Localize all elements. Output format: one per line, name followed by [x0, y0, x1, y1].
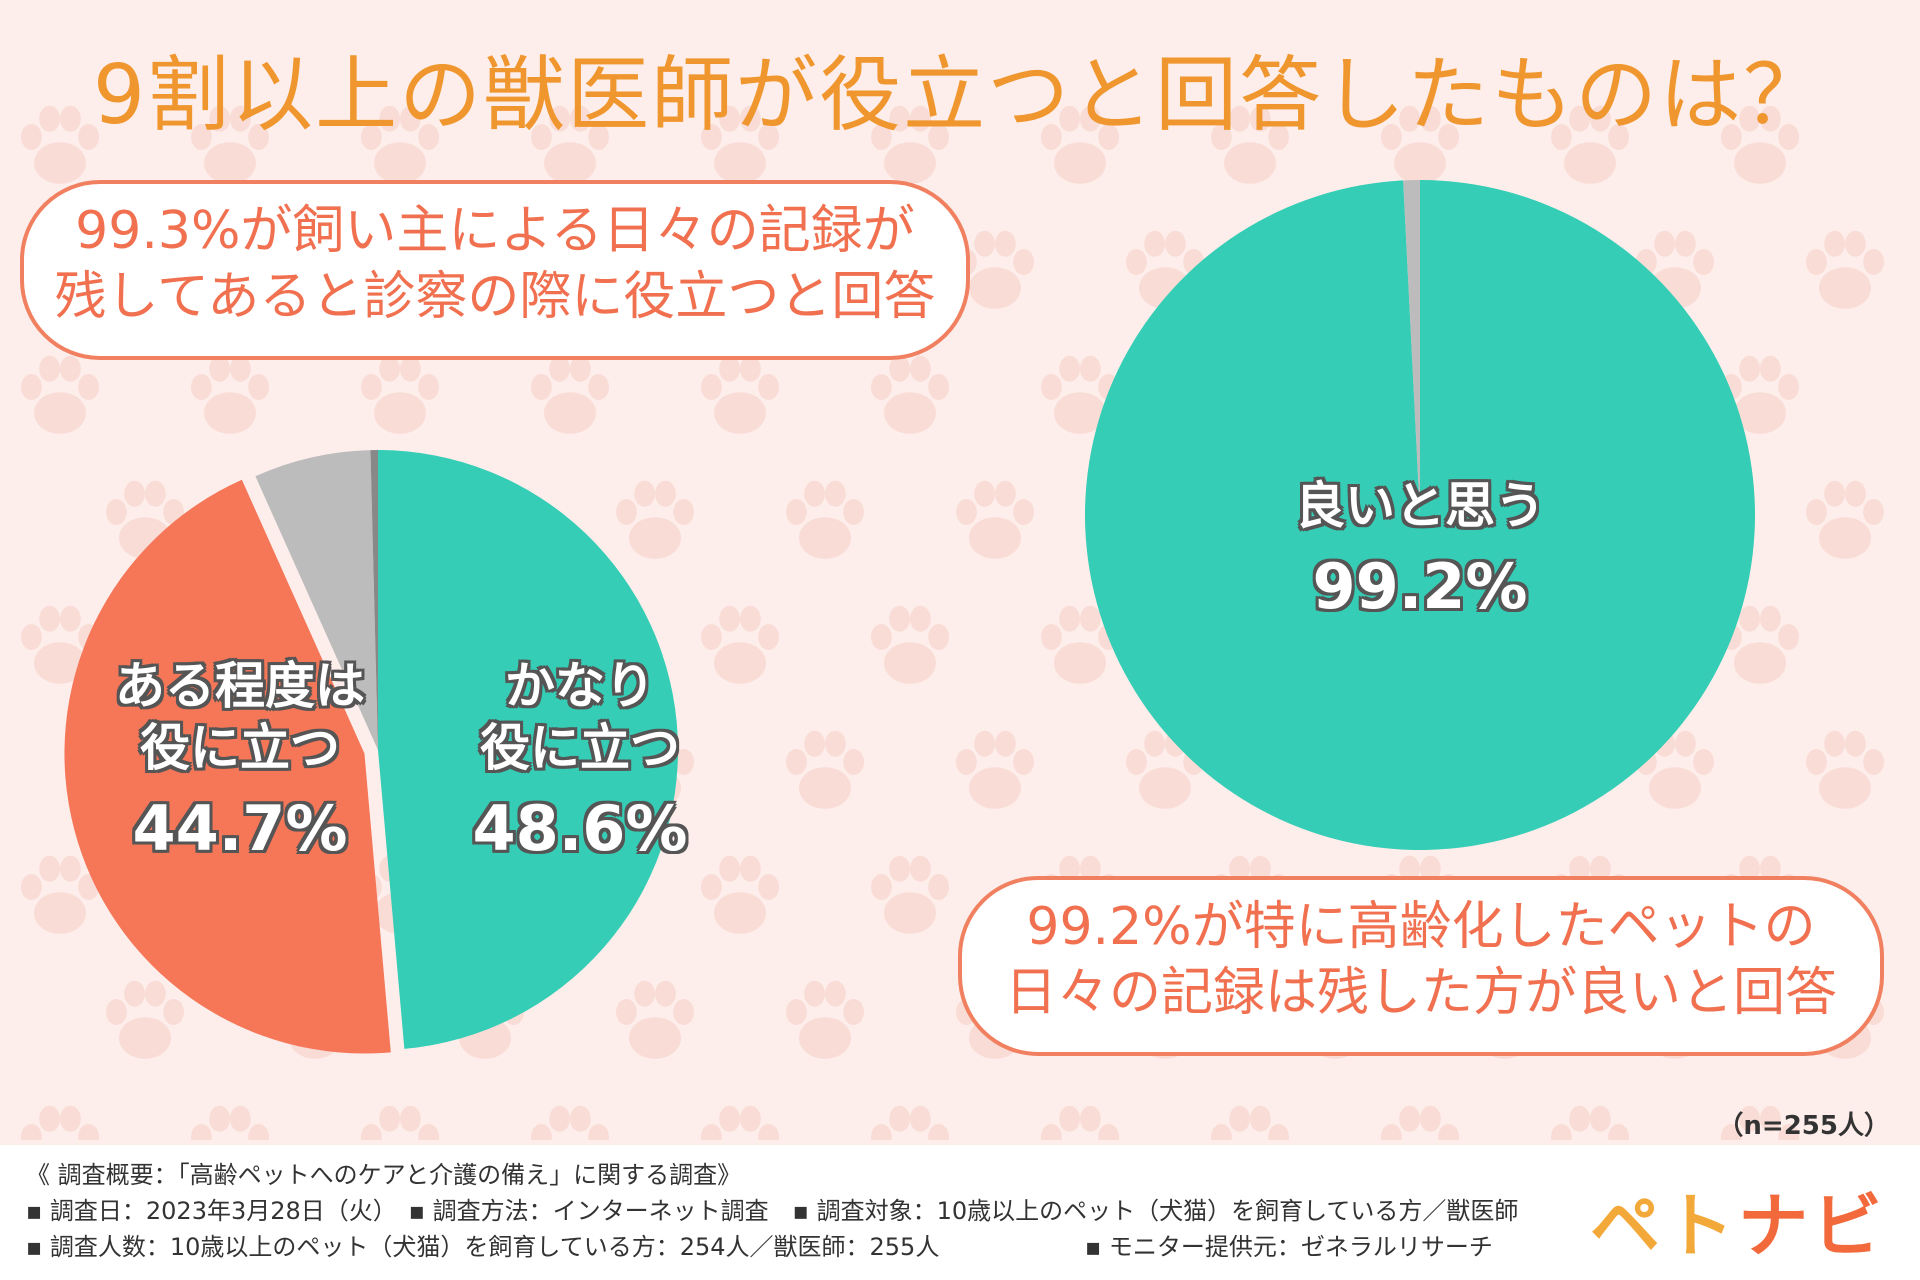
paw-print-icon: [1551, 105, 1629, 184]
paw-print-icon: [361, 355, 439, 434]
paw-print-icon: [786, 980, 864, 1059]
slice-label-kanari: かなり 役に立つ 48.6%: [440, 655, 720, 869]
slice-name-aru-2: 役に立つ: [140, 719, 340, 777]
footer-survey-details: ▪ 調査日：2023年3月28日（火） ▪ 調査方法：インターネット調査 ▪ 調…: [26, 1197, 1519, 1225]
paw-print-icon: [871, 355, 949, 434]
paw-print-icon: [531, 105, 609, 184]
callout-left-line1: 99.3%が飼い主による日々の記録が: [75, 201, 915, 261]
paw-print-icon: [1721, 105, 1799, 184]
paw-print-icon: [1211, 105, 1289, 184]
paw-print-icon: [1211, 1105, 1289, 1140]
pie-usefulness-slice-0: [378, 450, 679, 1049]
pie-usefulness-slice-1: [64, 479, 391, 1054]
callout-right-line2: 日々の記録は残した方が良いと回答: [1004, 963, 1837, 1023]
paw-print-icon: [1041, 605, 1119, 684]
paw-print-icon: [871, 855, 949, 934]
paw-print-icon: [106, 980, 185, 1059]
paw-print-icon: [956, 480, 1034, 559]
paw-print-icon: [1381, 1105, 1459, 1140]
paw-print-icon: [1041, 1105, 1119, 1140]
pie-record-slice-1: [1403, 180, 1420, 515]
paw-print-icon: [106, 480, 185, 559]
paw-print-icon: [701, 1105, 779, 1140]
callout-bubble-left: 99.3%が飼い主による日々の記録が 残してあると診察の際に役立つと回答: [20, 180, 970, 360]
brand-logo: ペトナビ: [1590, 1170, 1886, 1271]
paw-print-icon: [21, 1105, 99, 1140]
paw-print-icon: [786, 730, 864, 809]
paw-print-icon: [1806, 480, 1884, 559]
paw-print-icon: [871, 605, 949, 684]
callout-bubble-right: 99.2%が特に高齢化したペットの 日々の記録は残した方が良いと回答: [958, 876, 1884, 1056]
paw-print-icon: [531, 355, 609, 434]
callout-left-line2: 残してあると診察の際に役立つと回答: [54, 267, 936, 327]
slice-name-aru-1: ある程度は: [115, 657, 365, 715]
paw-print-icon: [191, 355, 269, 434]
paw-print-icon: [616, 480, 694, 559]
slice-label-aru-teido: ある程度は 役に立つ 44.7%: [80, 655, 400, 869]
callout-right-line1: 99.2%が特に高齢化したペットの: [1026, 897, 1816, 957]
slice-value-yoi: 99.2%: [1312, 550, 1528, 623]
sample-size: （n=255人）: [1717, 1111, 1890, 1141]
slice-name-kanari-1: かなり: [505, 657, 655, 715]
survey-footer: 《 調査概要：「高齢ペットへのケアと介護の備え」に関する調査》 ▪ 調査日：20…: [0, 1145, 1920, 1280]
paw-print-icon: [701, 105, 779, 184]
paw-print-icon: [1721, 1105, 1799, 1140]
footer-monitor-provider: ▪ モニター提供元：ゼネラルリサーチ: [1085, 1233, 1493, 1261]
paw-print-icon: [1806, 230, 1884, 309]
paw-print-icon: [1806, 730, 1884, 809]
pie-charts: [64, 180, 1755, 1054]
paw-print-icon: [1041, 105, 1119, 184]
paw-print-icon: [191, 105, 269, 184]
paw-print-icon: [1381, 105, 1459, 184]
pie-chart-record-keeping: [1085, 180, 1755, 851]
paw-print-icon: [701, 855, 779, 934]
paw-print-icon: [871, 105, 949, 184]
paw-print-icon: [956, 730, 1034, 809]
slice-name-kanari-2: 役に立つ: [480, 719, 680, 777]
paw-print-icon: [21, 855, 99, 934]
paw-print-icon: [1721, 355, 1799, 434]
paw-print-icon: [701, 605, 779, 684]
paw-print-icon: [1551, 1105, 1629, 1140]
paw-print-icon: [361, 1105, 439, 1140]
page-title: 9割以上の獣医師が役立つと回答したものは？: [92, 48, 1828, 143]
footer-survey-count: ▪ 調査人数：10歳以上のペット（犬猫）を飼育している方：254人／獣医師：25…: [26, 1233, 940, 1261]
paw-print-icon: [531, 1105, 609, 1140]
pie-usefulness-slice-3: [370, 450, 378, 750]
pie-usefulness-slice-2: [255, 450, 378, 750]
slice-name-yoi: 良いと思う: [1295, 477, 1545, 535]
pie-chart-usefulness: [64, 450, 679, 1054]
slice-value-aru: 44.7%: [132, 792, 348, 865]
slice-label-yoi: 良いと思う 99.2%: [1250, 475, 1590, 627]
paw-print-icon: [871, 1105, 949, 1140]
paw-print-icon: [21, 105, 99, 184]
paw-print-icon: [21, 355, 99, 434]
paw-print-icon: [361, 105, 439, 184]
paw-print-icon: [701, 355, 779, 434]
paw-print-icon: [191, 1105, 269, 1140]
brand-logo-part2: ナビ: [1738, 1185, 1886, 1267]
brand-logo-part1: ペト: [1590, 1185, 1738, 1267]
slice-value-kanari: 48.6%: [472, 792, 688, 865]
paw-print-icon: [616, 980, 694, 1059]
paw-print-icon: [786, 480, 864, 559]
paw-print-icon: [956, 230, 1034, 309]
footer-survey-overview: 《 調査概要：「高齢ペットへのケアと介護の備え」に関する調査》: [26, 1161, 742, 1189]
